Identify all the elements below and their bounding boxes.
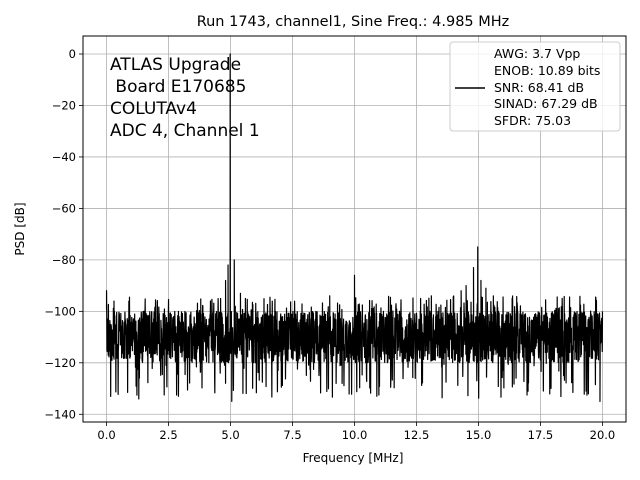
legend-line: SNR: 68.41 dB [494,80,584,95]
x-tick-label: 12.5 [404,428,430,442]
x-axis: 0.0 2.5 5.0 7.5 10.0 12.5 15.0 17.5 20.0 [97,422,615,442]
x-axis-label: Frequency [MHz] [303,451,404,465]
legend-box [449,41,621,132]
legend-line: SINAD: 67.29 dB [494,96,598,111]
legend-line: ENOB: 10.89 bits [494,63,600,78]
annotation: ATLAS Upgrade Board E170685 COLUTAv4 ADC… [110,55,260,141]
chart-title: Run 1743, channel1, Sine Freq.: 4.985 MH… [197,14,510,30]
y-axis: 0 −20 −40 −60 −80 −100 −120 −140 [44,47,83,421]
x-tick-label: 7.5 [283,428,301,442]
x-tick-label: 2.5 [159,428,177,442]
x-tick-label: 17.5 [528,428,554,442]
y-tick-label: −140 [44,407,76,421]
y-tick-label: −100 [44,304,76,318]
x-tick-label: 15.0 [466,428,492,442]
legend-line: SFDR: 75.03 [494,113,571,128]
y-tick-label: −80 [52,253,76,267]
annotation-line: ATLAS Upgrade [110,55,241,75]
x-tick-label: 5.0 [221,428,239,442]
psd-series-line [105,53,604,403]
annotation-line: COLUTAv4 [110,99,197,119]
psd-trace [105,53,604,403]
x-tick-label: 20.0 [590,428,616,442]
y-tick-label: −40 [52,150,76,164]
x-tick-label: 10.0 [342,428,368,442]
y-axis-label: PSD [dB] [13,202,27,255]
grid [83,36,626,422]
annotation-line: ADC 4, Channel 1 [110,121,260,141]
x-tick-label: 0.0 [97,428,115,442]
annotation-line: Board E170685 [110,77,246,97]
y-tick-label: −20 [52,98,76,112]
legend: AWG: 3.7 Vpp ENOB: 10.89 bits SNR: 68.41… [449,41,621,132]
y-tick-label: −60 [52,201,76,215]
y-tick-label: 0 [69,47,76,61]
y-tick-label: −120 [44,356,76,370]
legend-line: AWG: 3.7 Vpp [494,46,580,61]
